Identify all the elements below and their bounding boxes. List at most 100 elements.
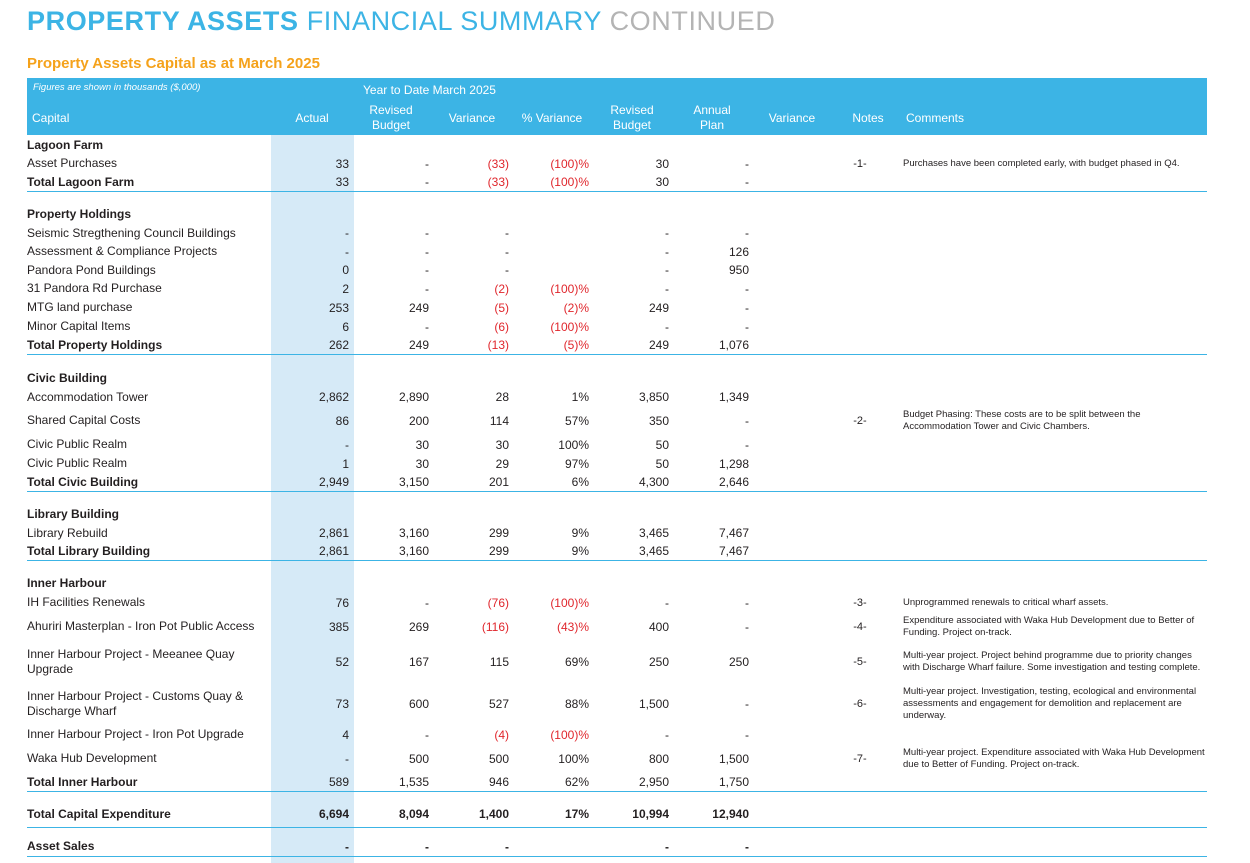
cell-revised-budget-2: 800 bbox=[648, 751, 669, 766]
title-part-2: FINANCIAL SUMMARY bbox=[306, 6, 602, 36]
cell-revised-budget-2: 2,950 bbox=[638, 775, 669, 789]
cell-annual-plan: - bbox=[745, 839, 749, 854]
cell-actual: 2 bbox=[342, 281, 349, 296]
cell-annual-plan: 950 bbox=[728, 263, 749, 277]
total-row: Total Property Holdings 262 249 (13) (5)% 249… bbox=[27, 336, 1207, 355]
row-label: Seismic Stregthening Council Buildings bbox=[27, 225, 236, 240]
row-label: Total Capital Expenditure bbox=[27, 806, 171, 821]
cell-pct-variance: (100)% bbox=[550, 175, 589, 189]
row-label: Total Library Building bbox=[27, 543, 151, 558]
table-row: Waka Hub Development - 500 500 100% 800 1,500 -… bbox=[27, 744, 1207, 773]
cell-revised-budget: 167 bbox=[408, 655, 429, 669]
comment: Expenditure associated with Waka Hub Dev… bbox=[903, 614, 1195, 638]
cell-annual-plan: - bbox=[745, 175, 749, 189]
cell-revised-budget-2: 1,500 bbox=[638, 697, 669, 711]
cell-actual: 2,861 bbox=[318, 544, 349, 558]
row-label: Assessment & Compliance Projects bbox=[27, 244, 218, 258]
cell-revised-budget: - bbox=[425, 595, 429, 610]
cell-annual-plan: - bbox=[745, 727, 749, 742]
figures-note: Figures are shown in thousands ($,000) bbox=[33, 82, 201, 93]
table-row: IH Facilities Renewals 76 - (76) (100)% - - -3-… bbox=[27, 593, 1207, 612]
cell-annual-plan: - bbox=[745, 319, 749, 334]
cell-revised-budget-2: 4,300 bbox=[638, 475, 669, 489]
row-label: Minor Capital Items bbox=[27, 319, 131, 333]
cell-revised-budget-2: 30 bbox=[655, 175, 669, 189]
cell-revised-budget: - bbox=[425, 175, 429, 189]
table-row: Minor Capital Items 6 - (6) (100)% - - bbox=[27, 317, 1207, 336]
cell-revised-budget-2: - bbox=[665, 226, 669, 240]
comment: Multi-year project. Expenditure associat… bbox=[903, 746, 1205, 770]
row-label: Total Inner Harbour bbox=[27, 774, 138, 789]
cell-actual: 33 bbox=[335, 175, 349, 189]
table-row: MTG land purchase 253 249 (5) (2)% 249 - bbox=[27, 298, 1207, 317]
row-label: Ahuriri Masterplan - Iron Pot Public Acc… bbox=[27, 619, 255, 633]
comment: Purchases have been completed early, wit… bbox=[903, 157, 1180, 169]
comment: Budget Phasing: These costs are to be sp… bbox=[903, 408, 1141, 432]
row-label: Accommodation Tower bbox=[27, 389, 149, 404]
note-ref: -5- bbox=[853, 656, 867, 668]
cell-revised-budget-2: 249 bbox=[648, 300, 669, 315]
cell-revised-budget: 600 bbox=[408, 697, 429, 711]
total-row: Total Lagoon Farm 33 - (33) (100)% 30 - bbox=[27, 173, 1207, 192]
cell-pct-variance: (100)% bbox=[550, 319, 589, 334]
cell-revised-budget-2: - bbox=[665, 727, 669, 742]
table-header: Figures are shown in thousands ($,000) Y… bbox=[27, 78, 1207, 135]
row-label: Total Lagoon Farm bbox=[27, 174, 135, 189]
cell-variance: (33) bbox=[487, 156, 509, 171]
row-label: Total Property Holdings bbox=[27, 337, 163, 352]
row-label: Asset Sales bbox=[27, 839, 95, 853]
cell-annual-plan: 1,750 bbox=[718, 775, 749, 789]
cell-revised-budget: - bbox=[425, 319, 429, 334]
cell-revised-budget: - bbox=[425, 156, 429, 171]
cell-variance: (13) bbox=[487, 338, 509, 352]
row-label: Inner Harbour bbox=[27, 576, 107, 590]
cell-annual-plan: - bbox=[745, 437, 749, 452]
cell-variance: 30 bbox=[495, 437, 509, 452]
total-row: Total Library Building 2,861 3,160 299 9% 3,4… bbox=[27, 542, 1207, 561]
cell-revised-budget: 269 bbox=[408, 619, 429, 634]
total-row: Total Capital Expenditure 6,694 8,094 1,400… bbox=[27, 804, 1207, 824]
cell-revised-budget: 30 bbox=[415, 437, 429, 452]
cell-revised-budget: 3,160 bbox=[398, 526, 429, 540]
cell-revised-budget: - bbox=[425, 226, 429, 240]
table-row: Library Rebuild 2,861 3,160 299 9% 3,465 7,467 bbox=[27, 524, 1207, 542]
divider bbox=[27, 856, 1207, 857]
cell-annual-plan: 1,500 bbox=[718, 751, 749, 766]
cell-variance: 29 bbox=[495, 456, 509, 471]
cell-variance: 28 bbox=[495, 390, 509, 404]
cell-actual: 253 bbox=[328, 300, 349, 315]
cell-actual: 52 bbox=[335, 655, 349, 669]
note-ref: -2- bbox=[853, 414, 867, 427]
cell-annual-plan: 1,298 bbox=[718, 456, 749, 471]
cell-variance: - bbox=[505, 263, 509, 277]
cell-revised-budget-2: 350 bbox=[648, 413, 669, 428]
cell-actual: 1 bbox=[342, 456, 349, 471]
cell-revised-budget: 30 bbox=[415, 456, 429, 471]
cell-pct-variance: 1% bbox=[571, 390, 589, 404]
table-row: 31 Pandora Rd Purchase 2 - (2) (100)% - - bbox=[27, 279, 1207, 298]
cell-variance: (4) bbox=[494, 727, 509, 742]
cell-actual: 2,862 bbox=[318, 390, 349, 404]
note-ref: -6- bbox=[853, 698, 867, 710]
cell-pct-variance: 57% bbox=[564, 413, 589, 428]
header-actual: Actual bbox=[295, 110, 329, 125]
cell-variance: 500 bbox=[488, 751, 509, 766]
divider bbox=[27, 827, 1207, 828]
cell-annual-plan: 1,349 bbox=[718, 390, 749, 404]
cell-revised-budget-2: 3,465 bbox=[638, 544, 669, 558]
row-label: Library Rebuild bbox=[27, 525, 108, 540]
row-label: Pandora Pond Buildings bbox=[27, 262, 156, 277]
row-label: Lagoon Farm bbox=[27, 137, 104, 152]
cell-revised-budget-2: 3,850 bbox=[638, 390, 669, 404]
actual-column-band bbox=[271, 135, 354, 863]
row-label: IH Facilities Renewals bbox=[27, 595, 146, 609]
note-ref: -1- bbox=[853, 157, 867, 170]
row-label: Civic Public Realm bbox=[27, 456, 128, 470]
cell-pct-variance bbox=[511, 242, 589, 261]
header-pct-variance: % Variance bbox=[521, 110, 583, 125]
cell-actual: 76 bbox=[335, 595, 349, 610]
header-variance-2: Variance bbox=[768, 110, 816, 125]
row-label: Library Building bbox=[27, 507, 120, 521]
cell-revised-budget-2: 249 bbox=[648, 338, 669, 352]
cell-revised-budget: 249 bbox=[408, 300, 429, 315]
